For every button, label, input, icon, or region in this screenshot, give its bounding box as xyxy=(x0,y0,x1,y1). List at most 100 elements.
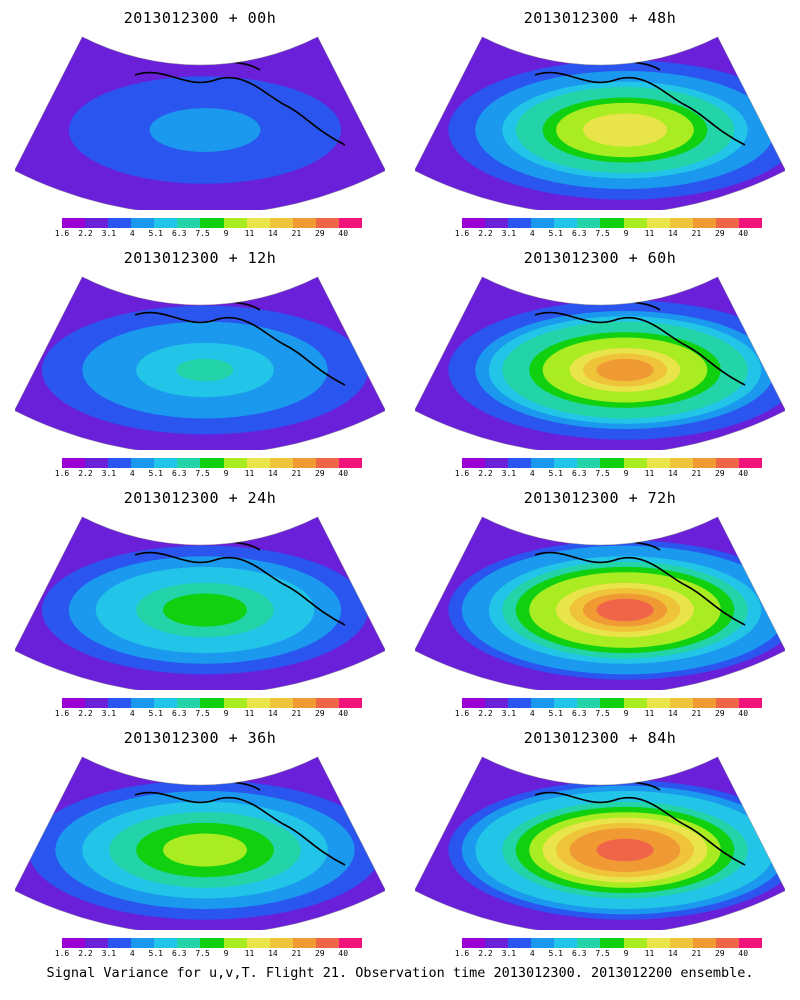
map-border xyxy=(415,756,785,930)
colorbar-label: 21 xyxy=(691,949,702,958)
colorbar-swatch xyxy=(715,458,739,468)
colorbar-swatch xyxy=(200,698,224,708)
variance-contour xyxy=(176,598,234,622)
colorbar-label: 21 xyxy=(691,469,702,478)
colorbar-swatch xyxy=(177,458,201,468)
colorbar-label: 9 xyxy=(223,949,229,958)
colorbar-swatch xyxy=(131,938,155,948)
colorbar-swatch xyxy=(154,938,178,948)
colorbar-label: 6.3 xyxy=(571,469,587,478)
colorbar-label: 1.6 xyxy=(454,229,470,238)
colorbar-label: 14 xyxy=(268,229,278,238)
map-border xyxy=(15,516,385,690)
colorbar-label: 5.1 xyxy=(148,949,163,958)
colorbar-label: 7.5 xyxy=(595,949,610,958)
colorbar-swatch xyxy=(715,218,739,228)
colorbar-label: 4 xyxy=(529,229,535,238)
colorbar-label: 14 xyxy=(668,469,678,478)
colorbar-swatch xyxy=(177,938,201,948)
colorbar-label: 21 xyxy=(291,469,302,478)
colorbar-label: 11 xyxy=(244,469,255,478)
colorbar-swatch xyxy=(531,218,555,228)
colorbar-label: 14 xyxy=(268,709,278,718)
map-panel: 2013012300 + 72h 1.6 2.2 3.1 4 5.1 6.3 7.5 9 11 14… xyxy=(400,485,800,725)
colorbar-labels: 1.6 2.2 3.1 4 5.1 6.3 7.5 9 11 14 21 29 40 xyxy=(48,469,368,481)
variance-map xyxy=(15,756,385,930)
colorbar-swatch xyxy=(315,938,339,948)
panel-title: 2013012300 + 36h xyxy=(123,729,277,747)
colorbar-swatch xyxy=(200,218,224,228)
variance-contour xyxy=(596,598,654,622)
colorbar-swatch xyxy=(669,938,693,948)
map-border xyxy=(15,756,385,930)
variance-map xyxy=(415,756,785,930)
colorbar xyxy=(62,458,363,468)
colorbar-label: 5.1 xyxy=(548,469,563,478)
colorbar xyxy=(62,698,363,708)
map-panel: 2013012300 + 24h 1.6 2.2 3.1 4 5.1 6.3 7.5 9 11 14… xyxy=(0,485,400,725)
colorbar-swatch xyxy=(554,938,578,948)
colorbar-label: 40 xyxy=(738,709,749,718)
variance-contour xyxy=(596,838,654,862)
colorbar-swatch xyxy=(223,938,247,948)
colorbar-label: 6.3 xyxy=(171,469,187,478)
colorbar-swatch xyxy=(338,698,363,708)
colorbar-swatch xyxy=(269,698,293,708)
variance-map xyxy=(15,36,385,210)
colorbar-swatch xyxy=(600,218,624,228)
colorbar-label: 2.2 xyxy=(478,949,493,958)
map-border xyxy=(415,36,785,210)
map-panel: 2013012300 + 00h 1.6 2.2 3.1 4 5.1 6.3 7.5 9 11 14… xyxy=(0,5,400,245)
colorbar-swatch xyxy=(154,218,178,228)
colorbar-label: 14 xyxy=(668,229,678,238)
panel-title: 2013012300 + 12h xyxy=(123,249,277,267)
colorbar-label: 4 xyxy=(129,709,135,718)
colorbar-swatch xyxy=(131,698,155,708)
colorbar xyxy=(462,458,763,468)
variance-contour xyxy=(176,358,234,382)
map-border xyxy=(15,36,385,210)
colorbar-label: 11 xyxy=(644,229,655,238)
colorbar-label: 5.1 xyxy=(148,709,163,718)
colorbar-label: 40 xyxy=(338,949,349,958)
colorbar-label: 21 xyxy=(691,229,702,238)
colorbar-label: 7.5 xyxy=(195,229,210,238)
colorbar-swatch xyxy=(738,698,763,708)
colorbar-swatch xyxy=(508,938,532,948)
colorbar-swatch xyxy=(623,938,647,948)
colorbar-label: 1.6 xyxy=(54,709,70,718)
colorbar-labels: 1.6 2.2 3.1 4 5.1 6.3 7.5 9 11 14 21 29 40 xyxy=(448,229,768,241)
colorbar-label: 6.3 xyxy=(171,229,187,238)
colorbar-label: 29 xyxy=(714,229,725,238)
panel-title: 2013012300 + 72h xyxy=(523,489,677,507)
colorbar-swatch xyxy=(269,938,293,948)
colorbar-label: 14 xyxy=(668,709,678,718)
colorbar-label: 3.1 xyxy=(101,949,117,958)
colorbar-swatch xyxy=(85,218,109,228)
colorbar-swatch xyxy=(108,218,132,228)
colorbar-label: 2.2 xyxy=(78,229,93,238)
colorbar-label: 6.3 xyxy=(571,229,587,238)
colorbar-swatch xyxy=(108,938,132,948)
colorbar-swatch xyxy=(292,458,316,468)
colorbar-label: 14 xyxy=(668,949,678,958)
colorbar-label: 2.2 xyxy=(78,469,93,478)
colorbar-swatch xyxy=(600,458,624,468)
map-panel: 2013012300 + 84h 1.6 2.2 3.1 4 5.1 6.3 7.5 9 11 14… xyxy=(400,725,800,965)
colorbar xyxy=(62,938,363,948)
colorbar-label: 1.6 xyxy=(454,469,470,478)
colorbar-swatch xyxy=(131,458,155,468)
colorbar-label: 40 xyxy=(338,229,349,238)
colorbar-swatch xyxy=(715,938,739,948)
colorbar-label: 40 xyxy=(738,469,749,478)
colorbar-labels: 1.6 2.2 3.1 4 5.1 6.3 7.5 9 11 14 21 29 40 xyxy=(448,469,768,481)
colorbar-swatch xyxy=(269,218,293,228)
colorbar-label: 21 xyxy=(291,709,302,718)
colorbar-swatch xyxy=(692,938,716,948)
colorbar-label: 29 xyxy=(714,469,725,478)
colorbar-swatch xyxy=(62,218,86,228)
colorbar-label: 29 xyxy=(314,709,325,718)
colorbar-swatch xyxy=(669,458,693,468)
colorbar-swatch xyxy=(62,458,86,468)
colorbar-swatch xyxy=(600,698,624,708)
